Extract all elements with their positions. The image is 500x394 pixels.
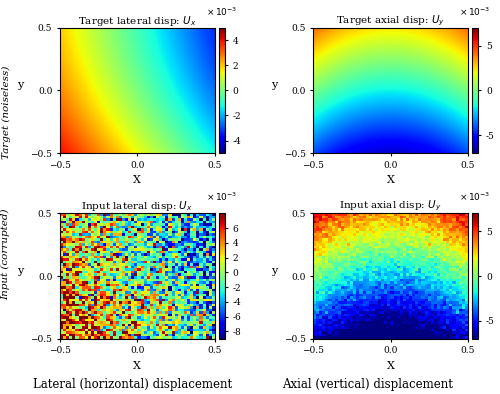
Text: Lateral (horizontal) displacement: Lateral (horizontal) displacement [33,378,232,390]
Text: $\times\,10^{-3}$: $\times\,10^{-3}$ [460,191,491,203]
X-axis label: X: X [386,361,394,371]
Text: $\times\,10^{-3}$: $\times\,10^{-3}$ [206,5,238,18]
X-axis label: X: X [134,361,141,371]
Title: Target axial disp: $U_y$: Target axial disp: $U_y$ [336,13,445,28]
Title: Input axial disp: $U_y$: Input axial disp: $U_y$ [340,199,442,213]
Text: Axial (vertical) displacement: Axial (vertical) displacement [282,378,453,390]
Title: Target lateral disp: $U_x$: Target lateral disp: $U_x$ [78,13,196,28]
Text: Input (corrupted): Input (corrupted) [2,208,11,300]
Text: Target (noiseless): Target (noiseless) [2,66,11,159]
Text: $\times\,10^{-3}$: $\times\,10^{-3}$ [460,5,491,18]
Y-axis label: y: y [271,80,277,90]
Text: $\times\,10^{-3}$: $\times\,10^{-3}$ [206,191,238,203]
Y-axis label: y: y [271,266,277,276]
Title: Input lateral disp: $U_x$: Input lateral disp: $U_x$ [82,199,193,213]
X-axis label: X: X [134,175,141,185]
Y-axis label: y: y [18,80,24,90]
Y-axis label: y: y [18,266,24,276]
X-axis label: X: X [386,175,394,185]
